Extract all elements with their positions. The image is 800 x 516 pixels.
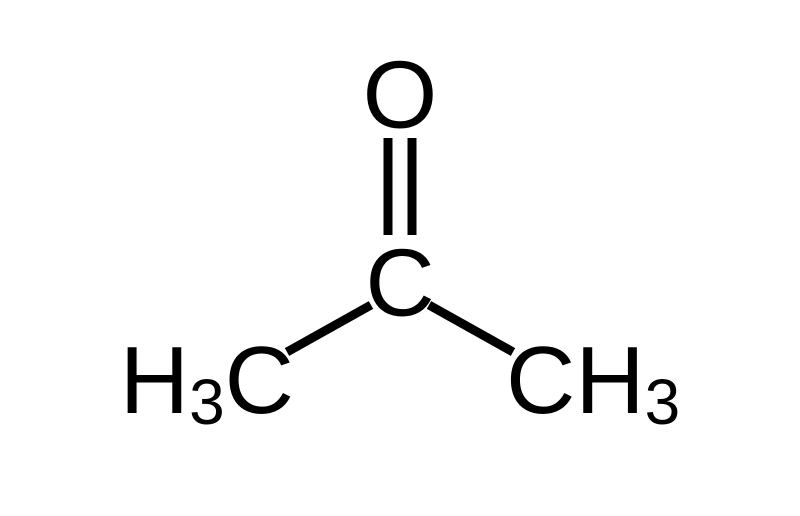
atom-group-right: CH3 bbox=[506, 327, 680, 439]
atom-o: O bbox=[363, 42, 438, 149]
atom-right-H: H bbox=[575, 327, 644, 434]
atom-left-C: C bbox=[225, 327, 294, 434]
atoms-group: O C H3C CH3 bbox=[120, 42, 681, 439]
atom-left-H: H bbox=[120, 327, 189, 434]
atom-right-3: 3 bbox=[645, 366, 681, 438]
atom-group-left: H3C bbox=[120, 327, 294, 439]
atom-c-center: C bbox=[365, 230, 434, 337]
bond-c-cl bbox=[287, 305, 371, 352]
atom-left-3: 3 bbox=[189, 366, 225, 438]
molecule-diagram: O C H3C CH3 bbox=[0, 0, 800, 516]
bond-c-cr bbox=[429, 305, 513, 352]
atom-right-C: C bbox=[506, 327, 575, 434]
